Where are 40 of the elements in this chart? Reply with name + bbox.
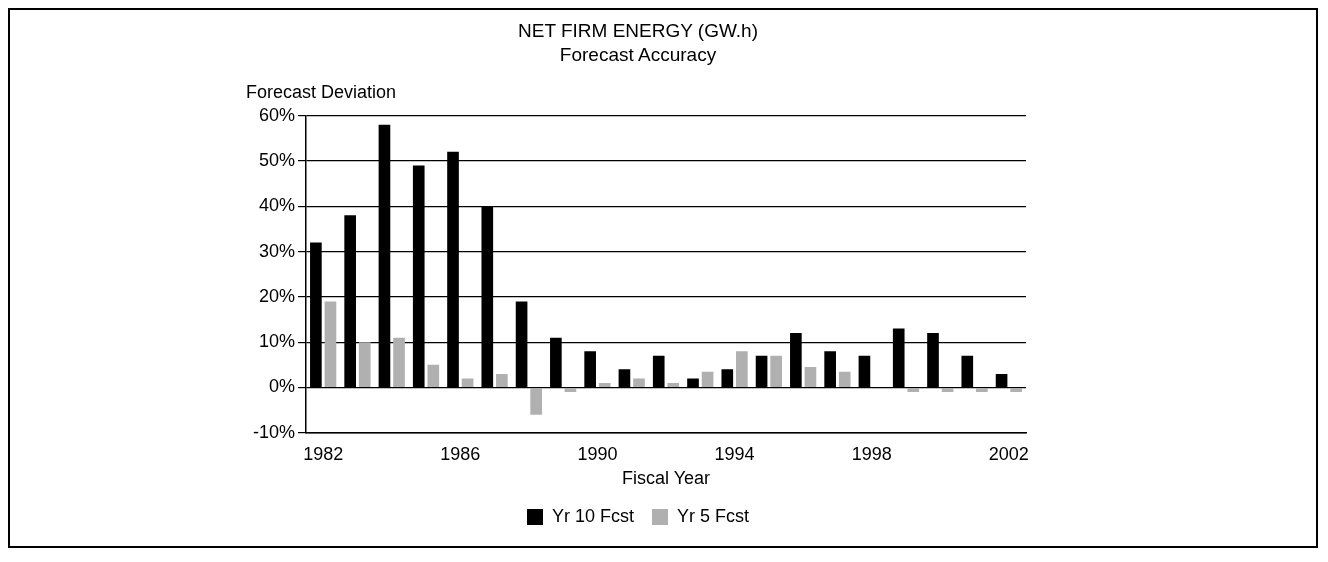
bar (393, 337, 405, 387)
y-tick-label: 30% (258, 240, 296, 261)
legend-label: Yr 5 Fcst (677, 505, 750, 526)
bar (598, 382, 611, 387)
bar (1010, 388, 1022, 393)
bar (701, 371, 714, 387)
bar (461, 378, 474, 387)
bar (633, 378, 645, 387)
x-tick-label: 1986 (440, 443, 481, 464)
bar (976, 388, 988, 393)
y-tick-label: 0% (269, 376, 296, 397)
bar (770, 355, 782, 387)
x-tick-label: 1994 (714, 443, 755, 464)
x-tick-label: 1982 (303, 443, 344, 464)
bar (427, 364, 440, 387)
chart-subtitle: Forecast Accuracy (559, 44, 717, 66)
bar (324, 301, 337, 387)
x-axis-title: Fiscal Year (621, 468, 711, 489)
y-tick-label: 10% (258, 331, 296, 352)
y-tick-label: 50% (258, 149, 296, 170)
x-tick-label: 1998 (851, 443, 892, 464)
y-tick-label: -10% (252, 421, 296, 442)
bar (838, 371, 851, 387)
bar (736, 351, 748, 387)
x-tick-label: 2002 (988, 443, 1029, 464)
y-tick-label: 20% (258, 285, 296, 306)
y-axis-title: Forecast Deviation (246, 81, 397, 102)
bar (530, 388, 542, 415)
legend-label: Yr 10 Fcst (551, 505, 635, 526)
x-tick-label: 1990 (577, 443, 618, 464)
chart-title: NET FIRM ENERGY (GW.h) (518, 19, 758, 41)
bar (941, 388, 954, 393)
bar (907, 388, 920, 393)
bar (496, 373, 508, 387)
y-tick-label: 60% (258, 104, 296, 125)
bar (667, 382, 680, 387)
bar (358, 342, 371, 387)
bar (804, 367, 817, 387)
bar (564, 388, 577, 393)
y-tick-label: 40% (258, 195, 296, 216)
